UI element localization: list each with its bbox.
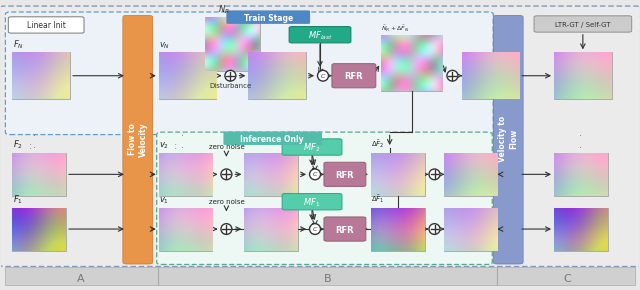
Circle shape (310, 169, 321, 180)
Text: Inference Only: Inference Only (241, 135, 304, 144)
Bar (554, 52, 612, 99)
Bar (244, 153, 298, 196)
Bar (12, 52, 70, 99)
Circle shape (317, 70, 328, 81)
FancyBboxPatch shape (0, 6, 640, 267)
FancyBboxPatch shape (324, 217, 366, 241)
FancyBboxPatch shape (332, 64, 376, 88)
Text: $v_2$: $v_2$ (159, 140, 169, 151)
Bar (554, 153, 608, 196)
Bar (444, 208, 498, 251)
Text: $v_1$: $v_1$ (159, 195, 169, 206)
Text: $MF_{last}$: $MF_{last}$ (308, 30, 332, 42)
Text: $\Delta\bar{F}_2$: $\Delta\bar{F}_2$ (371, 138, 384, 150)
Bar (244, 208, 298, 251)
Bar (462, 52, 520, 99)
Text: RFR: RFR (335, 226, 354, 235)
Text: Disturbance: Disturbance (209, 83, 252, 88)
Bar (159, 208, 212, 251)
Text: $F_2$: $F_2$ (13, 138, 23, 151)
Text: Linear Init: Linear Init (27, 21, 66, 30)
Text: RFR: RFR (335, 171, 354, 180)
Text: A: A (77, 274, 85, 284)
Circle shape (221, 224, 232, 234)
Circle shape (447, 70, 458, 81)
Text: $MF_1$: $MF_1$ (303, 196, 321, 209)
Text: :: : (173, 141, 177, 151)
Text: C: C (313, 172, 317, 177)
Bar (554, 208, 608, 251)
Text: $\bar{N}_R+\Delta\bar{F}_N$: $\bar{N}_R+\Delta\bar{F}_N$ (381, 24, 410, 34)
Circle shape (429, 224, 440, 234)
Text: C: C (563, 274, 571, 284)
Text: $F_1$: $F_1$ (13, 193, 23, 206)
FancyBboxPatch shape (123, 15, 153, 264)
Text: B: B (324, 274, 332, 284)
Text: $N_R$: $N_R$ (218, 4, 230, 16)
Bar (248, 52, 306, 99)
Text: zero noise: zero noise (209, 199, 244, 205)
Text: Train Stage: Train Stage (244, 14, 293, 23)
Text: $F_N$: $F_N$ (13, 39, 24, 51)
FancyBboxPatch shape (493, 15, 523, 264)
Text: RFR: RFR (344, 72, 363, 81)
Text: Flow to
Velocity: Flow to Velocity (128, 122, 147, 157)
Text: $\Delta\bar{F}_1$: $\Delta\bar{F}_1$ (371, 193, 384, 205)
Text: :: : (29, 141, 33, 151)
FancyBboxPatch shape (5, 12, 493, 135)
Bar (444, 153, 498, 196)
Bar (5, 267, 635, 285)
Circle shape (221, 169, 232, 180)
Bar (205, 17, 260, 71)
Circle shape (429, 169, 440, 180)
Text: ·
·: · · (579, 131, 582, 153)
Bar (159, 153, 212, 196)
Bar (159, 52, 216, 99)
FancyBboxPatch shape (289, 27, 351, 43)
Bar (12, 208, 66, 251)
Bar (371, 153, 424, 196)
FancyBboxPatch shape (8, 17, 84, 33)
FancyBboxPatch shape (324, 162, 366, 186)
Text: ·
·: · · (181, 131, 184, 153)
Text: $v_N$: $v_N$ (159, 41, 170, 51)
Text: $MF_2$: $MF_2$ (303, 142, 321, 154)
Circle shape (310, 224, 321, 234)
Text: C: C (313, 227, 317, 232)
FancyBboxPatch shape (223, 131, 322, 145)
FancyBboxPatch shape (282, 139, 342, 155)
FancyBboxPatch shape (534, 16, 632, 32)
Text: C: C (321, 74, 325, 79)
Text: ·
·: · · (33, 131, 36, 153)
Text: Velocity to
Flow: Velocity to Flow (499, 116, 518, 162)
FancyBboxPatch shape (227, 10, 310, 24)
FancyBboxPatch shape (282, 193, 342, 210)
Text: LTR-GT / Self-GT: LTR-GT / Self-GT (555, 22, 611, 28)
Bar (381, 35, 442, 91)
FancyBboxPatch shape (157, 132, 492, 264)
Circle shape (225, 70, 236, 81)
Bar (371, 208, 424, 251)
Bar (12, 153, 66, 196)
Text: zero noise: zero noise (209, 144, 244, 150)
